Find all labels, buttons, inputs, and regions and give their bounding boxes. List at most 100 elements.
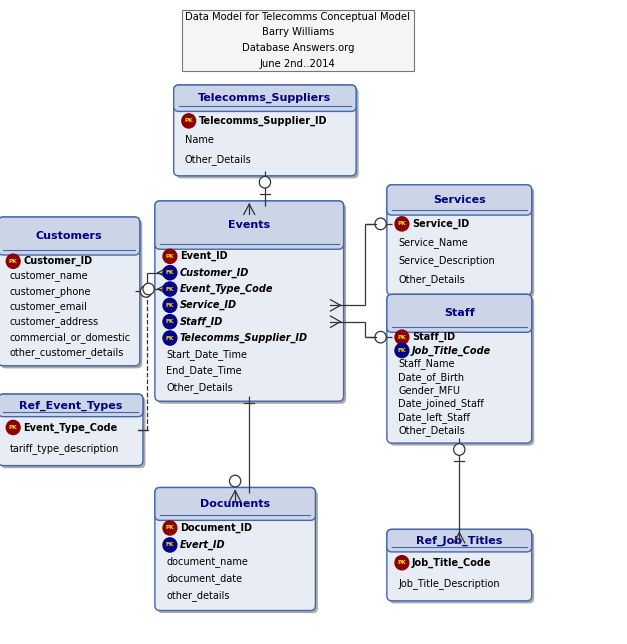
Text: customer_email: customer_email xyxy=(9,301,87,312)
Text: Staff_Name: Staff_Name xyxy=(398,359,455,369)
FancyBboxPatch shape xyxy=(387,294,532,443)
FancyBboxPatch shape xyxy=(0,217,140,366)
FancyBboxPatch shape xyxy=(0,394,143,466)
Circle shape xyxy=(229,475,241,487)
Text: customer_phone: customer_phone xyxy=(9,286,91,297)
FancyBboxPatch shape xyxy=(387,185,532,295)
Text: Event_Type_Code: Event_Type_Code xyxy=(23,422,117,433)
Circle shape xyxy=(182,114,196,128)
FancyBboxPatch shape xyxy=(1,220,142,368)
Text: customer_address: customer_address xyxy=(9,316,98,327)
Text: Customers: Customers xyxy=(36,231,102,241)
FancyBboxPatch shape xyxy=(389,532,534,603)
FancyBboxPatch shape xyxy=(155,488,315,520)
Text: Documents: Documents xyxy=(200,499,270,509)
Text: Events: Events xyxy=(228,220,270,230)
Circle shape xyxy=(163,331,177,345)
Text: Document_ID: Document_ID xyxy=(180,523,252,533)
Text: FK: FK xyxy=(166,287,174,292)
FancyBboxPatch shape xyxy=(155,201,344,401)
Text: Gender_MFU: Gender_MFU xyxy=(398,385,460,396)
Circle shape xyxy=(6,421,20,435)
Text: Name: Name xyxy=(185,135,214,146)
Text: document_name: document_name xyxy=(166,556,248,567)
FancyBboxPatch shape xyxy=(174,85,356,176)
Text: tariff_type_description: tariff_type_description xyxy=(9,443,119,454)
Circle shape xyxy=(454,444,465,455)
Circle shape xyxy=(163,298,177,312)
Text: Telecomms_Suppliers: Telecomms_Suppliers xyxy=(198,93,332,103)
Circle shape xyxy=(375,218,386,230)
Text: Service_ID: Service_ID xyxy=(180,300,237,310)
Circle shape xyxy=(395,330,409,345)
FancyBboxPatch shape xyxy=(155,201,344,249)
Text: Data Model for Telecomms Conceptual Model
Barry Williams
Database Answers.org
Ju: Data Model for Telecomms Conceptual Mode… xyxy=(186,12,410,69)
Circle shape xyxy=(395,343,409,357)
Text: FK: FK xyxy=(166,319,174,324)
Text: Date_joined_Staff: Date_joined_Staff xyxy=(398,399,484,410)
FancyBboxPatch shape xyxy=(155,488,315,611)
Text: Telecomms_Supplier_ID: Telecomms_Supplier_ID xyxy=(180,333,308,343)
Circle shape xyxy=(395,217,409,231)
Text: Start_Date_Time: Start_Date_Time xyxy=(166,349,247,360)
Text: End_Date_Time: End_Date_Time xyxy=(166,365,242,376)
FancyBboxPatch shape xyxy=(389,187,534,298)
Text: FK: FK xyxy=(398,348,406,353)
Circle shape xyxy=(163,521,177,535)
Text: Job_Title_Code: Job_Title_Code xyxy=(412,558,492,568)
Text: PK: PK xyxy=(166,254,174,259)
Text: Staff_ID: Staff_ID xyxy=(180,317,223,327)
Text: PK: PK xyxy=(398,222,406,227)
Text: FK: FK xyxy=(166,270,174,275)
FancyBboxPatch shape xyxy=(387,529,532,601)
FancyBboxPatch shape xyxy=(387,529,532,552)
FancyBboxPatch shape xyxy=(387,185,532,215)
Text: other_customer_details: other_customer_details xyxy=(9,347,124,358)
Text: other_details: other_details xyxy=(166,591,229,601)
Text: FK: FK xyxy=(166,303,174,308)
Text: PK: PK xyxy=(9,425,18,430)
Circle shape xyxy=(395,556,409,570)
Text: Event_ID: Event_ID xyxy=(180,251,228,261)
Text: Staff: Staff xyxy=(444,308,475,318)
Text: Customer_ID: Customer_ID xyxy=(180,267,250,278)
Text: Staff_ID: Staff_ID xyxy=(412,332,455,343)
Text: Other_Details: Other_Details xyxy=(166,382,233,393)
Text: Job_Title_Description: Job_Title_Description xyxy=(398,578,500,589)
Text: PK: PK xyxy=(184,118,193,124)
Text: Service_ID: Service_ID xyxy=(412,219,469,229)
FancyBboxPatch shape xyxy=(157,204,346,404)
FancyBboxPatch shape xyxy=(387,294,532,332)
Text: FK: FK xyxy=(166,542,174,547)
Circle shape xyxy=(140,286,152,298)
Text: Ref_Job_Titles: Ref_Job_Titles xyxy=(416,536,502,545)
Circle shape xyxy=(163,315,177,329)
Circle shape xyxy=(163,265,177,279)
Text: commercial_or_domestic: commercial_or_domestic xyxy=(9,332,130,343)
Text: Telecomms_Supplier_ID: Telecomms_Supplier_ID xyxy=(199,116,327,126)
Text: Service_Name: Service_Name xyxy=(398,237,468,248)
Circle shape xyxy=(163,538,177,552)
Text: PK: PK xyxy=(9,259,18,264)
Circle shape xyxy=(143,283,154,295)
Text: Ref_Event_Types: Ref_Event_Types xyxy=(19,401,122,410)
Circle shape xyxy=(260,176,270,188)
FancyBboxPatch shape xyxy=(389,297,534,446)
Text: PK: PK xyxy=(166,526,174,531)
FancyBboxPatch shape xyxy=(182,10,414,71)
FancyBboxPatch shape xyxy=(157,490,318,613)
Circle shape xyxy=(163,282,177,296)
Text: Other_Details: Other_Details xyxy=(398,274,465,285)
Text: Service_Description: Service_Description xyxy=(398,256,495,267)
Text: FK: FK xyxy=(166,336,174,341)
Text: Services: Services xyxy=(433,195,486,205)
Text: Evert_ID: Evert_ID xyxy=(180,540,226,550)
Text: Date_left_Staff: Date_left_Staff xyxy=(398,412,470,422)
Text: PK: PK xyxy=(398,335,406,339)
FancyBboxPatch shape xyxy=(0,394,143,417)
Text: Other_Details: Other_Details xyxy=(185,155,251,166)
Circle shape xyxy=(163,249,177,263)
FancyBboxPatch shape xyxy=(1,397,145,468)
Text: Job_Title_Code: Job_Title_Code xyxy=(412,345,491,355)
Text: customer_name: customer_name xyxy=(9,271,88,281)
